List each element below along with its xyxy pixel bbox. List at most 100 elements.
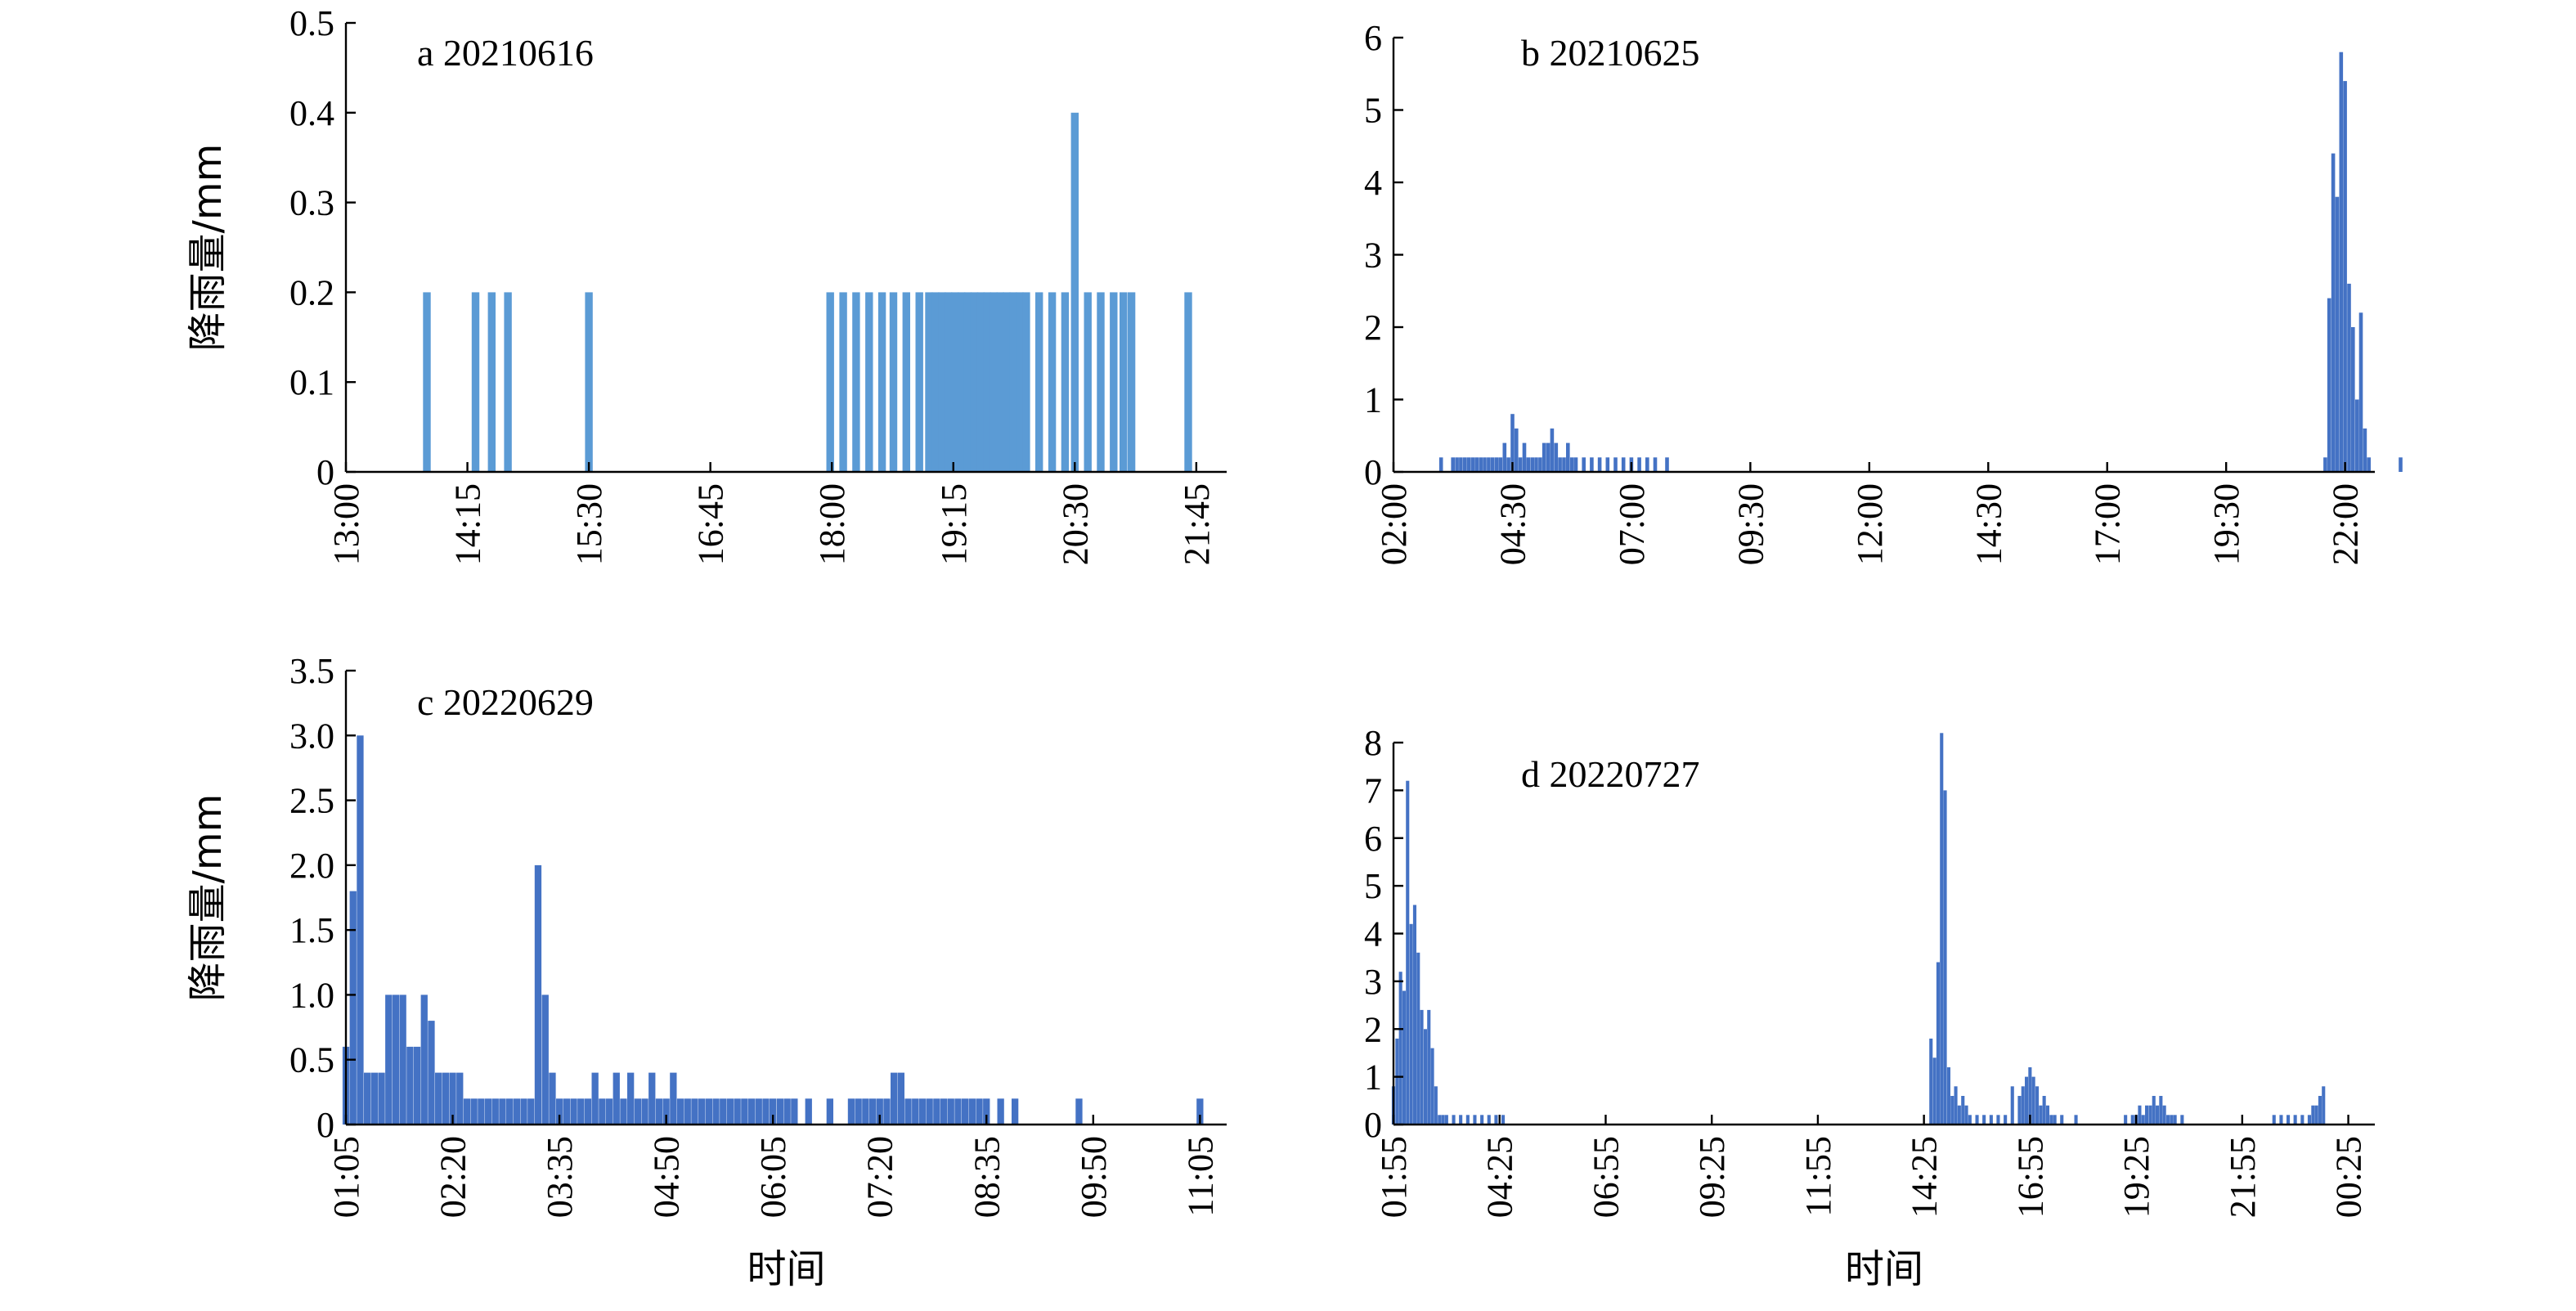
bar [684,1098,691,1125]
bar [670,1072,677,1125]
x-tick-label: 19:30 [2206,483,2246,565]
bar [549,1072,556,1125]
bar [2148,1105,2152,1125]
bar [1494,1115,1498,1125]
bar [1441,1115,1445,1125]
y-tick-label: 0.5 [289,1040,334,1080]
bar [2363,428,2367,472]
bar [915,292,923,472]
x-tick-label: 21:45 [1177,483,1217,565]
bar [2300,1115,2304,1125]
bar [2314,1105,2318,1125]
bar [976,292,985,472]
bar [2311,1105,2315,1125]
y-tick-label: 3.5 [289,651,334,691]
y-tick-label: 6 [1364,819,1382,859]
bar [1597,457,1602,472]
bar [1455,457,1459,472]
bar [442,1072,449,1125]
bar [2170,1115,2174,1125]
bar [378,1072,385,1125]
x-axis-label: 时间 [747,1246,825,1292]
bar [2173,1115,2177,1125]
bar [1048,292,1057,472]
bar [904,1098,912,1125]
bar [1498,457,1503,472]
bar [741,1098,748,1125]
y-tick-label: 4 [1364,163,1382,203]
bar [2351,327,2355,472]
bar [2318,1096,2322,1125]
bar [655,1098,663,1125]
bar [1480,1115,1484,1125]
bar [755,1098,762,1125]
bar [584,1098,592,1125]
bar [357,735,364,1125]
y-tick-label: 0 [1364,1105,1382,1145]
bar [1463,457,1467,472]
bar [1929,1038,1933,1125]
bar [2287,1115,2291,1125]
bar [1982,1115,1986,1125]
bar [1009,292,1017,472]
bar [2367,457,2371,472]
bar [1936,962,1940,1125]
bar [370,1072,378,1125]
bar [1502,442,1507,472]
bar [2145,1105,2149,1125]
bar [2272,1115,2276,1125]
y-tick-label: 8 [1364,723,1382,763]
bar [2141,1115,2145,1125]
bar [877,292,886,472]
bar [1459,1115,1463,1125]
bar [627,1072,635,1125]
bar [1061,292,1070,472]
bar [484,1098,492,1125]
bar [1538,457,1542,472]
bar [506,1098,514,1125]
x-tick-label: 22:00 [2326,483,2366,565]
bar [478,1098,485,1125]
bar [435,1072,442,1125]
bar [747,1098,756,1125]
bar [456,1072,464,1125]
y-tick-label: 0.4 [289,93,334,133]
y-tick-label: 2 [1364,1009,1382,1049]
bar [826,1098,833,1125]
bar [2339,52,2344,472]
bar [762,1098,770,1125]
bar [1465,1115,1470,1125]
x-tick-label: 15:30 [569,483,609,565]
bar [1490,457,1495,472]
bar [954,1098,962,1125]
y-tick-label: 1 [1364,380,1382,420]
bar [691,1098,698,1125]
bar [1932,1057,1936,1125]
bar [1613,457,1618,472]
bar [2322,1086,2326,1125]
bar [1569,457,1574,472]
x-axis-label: 时间 [1845,1246,1923,1292]
bar [556,1098,563,1125]
bar [1438,457,1443,472]
y-axis-label: 降雨量/mm [185,794,231,1002]
bar [1003,292,1011,472]
bar [990,292,998,472]
panel-title: b 20210625 [1521,32,1700,74]
y-tick-label: 4 [1364,914,1382,954]
bar [926,1098,933,1125]
bar [983,1098,990,1125]
bar [734,1098,741,1125]
y-tick-label: 6 [1364,18,1382,58]
bar [2323,457,2327,472]
y-tick-label: 1.5 [289,910,334,950]
bar [1954,1086,1958,1125]
bar [2293,1115,2297,1125]
bar [705,1098,712,1125]
bar [577,1098,585,1125]
bar [2354,399,2359,472]
bar [471,292,480,472]
x-tick-label: 17:00 [2088,483,2128,565]
bar [1430,1048,1434,1125]
bar [2156,1105,2160,1125]
